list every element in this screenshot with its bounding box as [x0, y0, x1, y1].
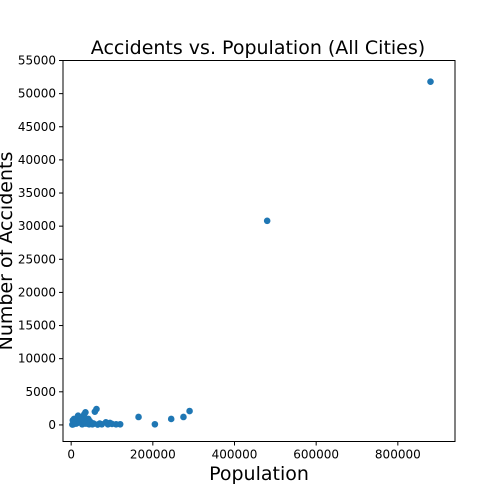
x-tick-label: 200000: [130, 448, 176, 462]
data-point: [96, 420, 104, 427]
y-tick-label: 5000: [25, 385, 56, 399]
y-tick-label: 25000: [18, 252, 56, 266]
y-axis-label: Number of Accidents: [0, 152, 17, 351]
y-tick-label: 20000: [18, 285, 56, 299]
data-point: [427, 78, 434, 85]
y-tick-label: 55000: [18, 54, 56, 68]
data-point: [263, 217, 271, 225]
x-tick-label: 800000: [375, 448, 421, 462]
chart-title: Accidents vs. Population (All Cities): [91, 37, 425, 59]
y-tick-label: 40000: [18, 153, 56, 167]
x-tick-label: 0: [67, 448, 75, 462]
data-point: [167, 415, 175, 423]
y-tick-label: 50000: [18, 87, 56, 101]
data-point: [135, 413, 142, 421]
data-point: [151, 420, 159, 428]
x-tick-label: 400000: [212, 448, 258, 462]
y-tick-label: 0: [48, 418, 56, 432]
data-point: [91, 408, 99, 415]
y-tick-label: 10000: [18, 352, 56, 366]
y-tick-label: 15000: [18, 319, 56, 333]
data-point: [89, 420, 96, 428]
data-point: [180, 413, 187, 421]
y-axis-ticks: 0 5000 10000 15000 20000 25000 30000 35000 40000…: [18, 54, 63, 432]
data-point: [108, 420, 116, 428]
plot-frame: [62, 60, 456, 442]
x-axis-label: Population: [209, 463, 309, 485]
x-tick-label: 600000: [293, 448, 339, 462]
data-point: [186, 407, 193, 415]
y-tick-label: 35000: [18, 186, 56, 200]
y-tick-label: 45000: [18, 120, 56, 134]
y-tick-label: 30000: [18, 219, 56, 233]
x-axis-ticks: 0 200000 400000 600000 800000: [67, 441, 421, 462]
data-points: [69, 78, 434, 428]
